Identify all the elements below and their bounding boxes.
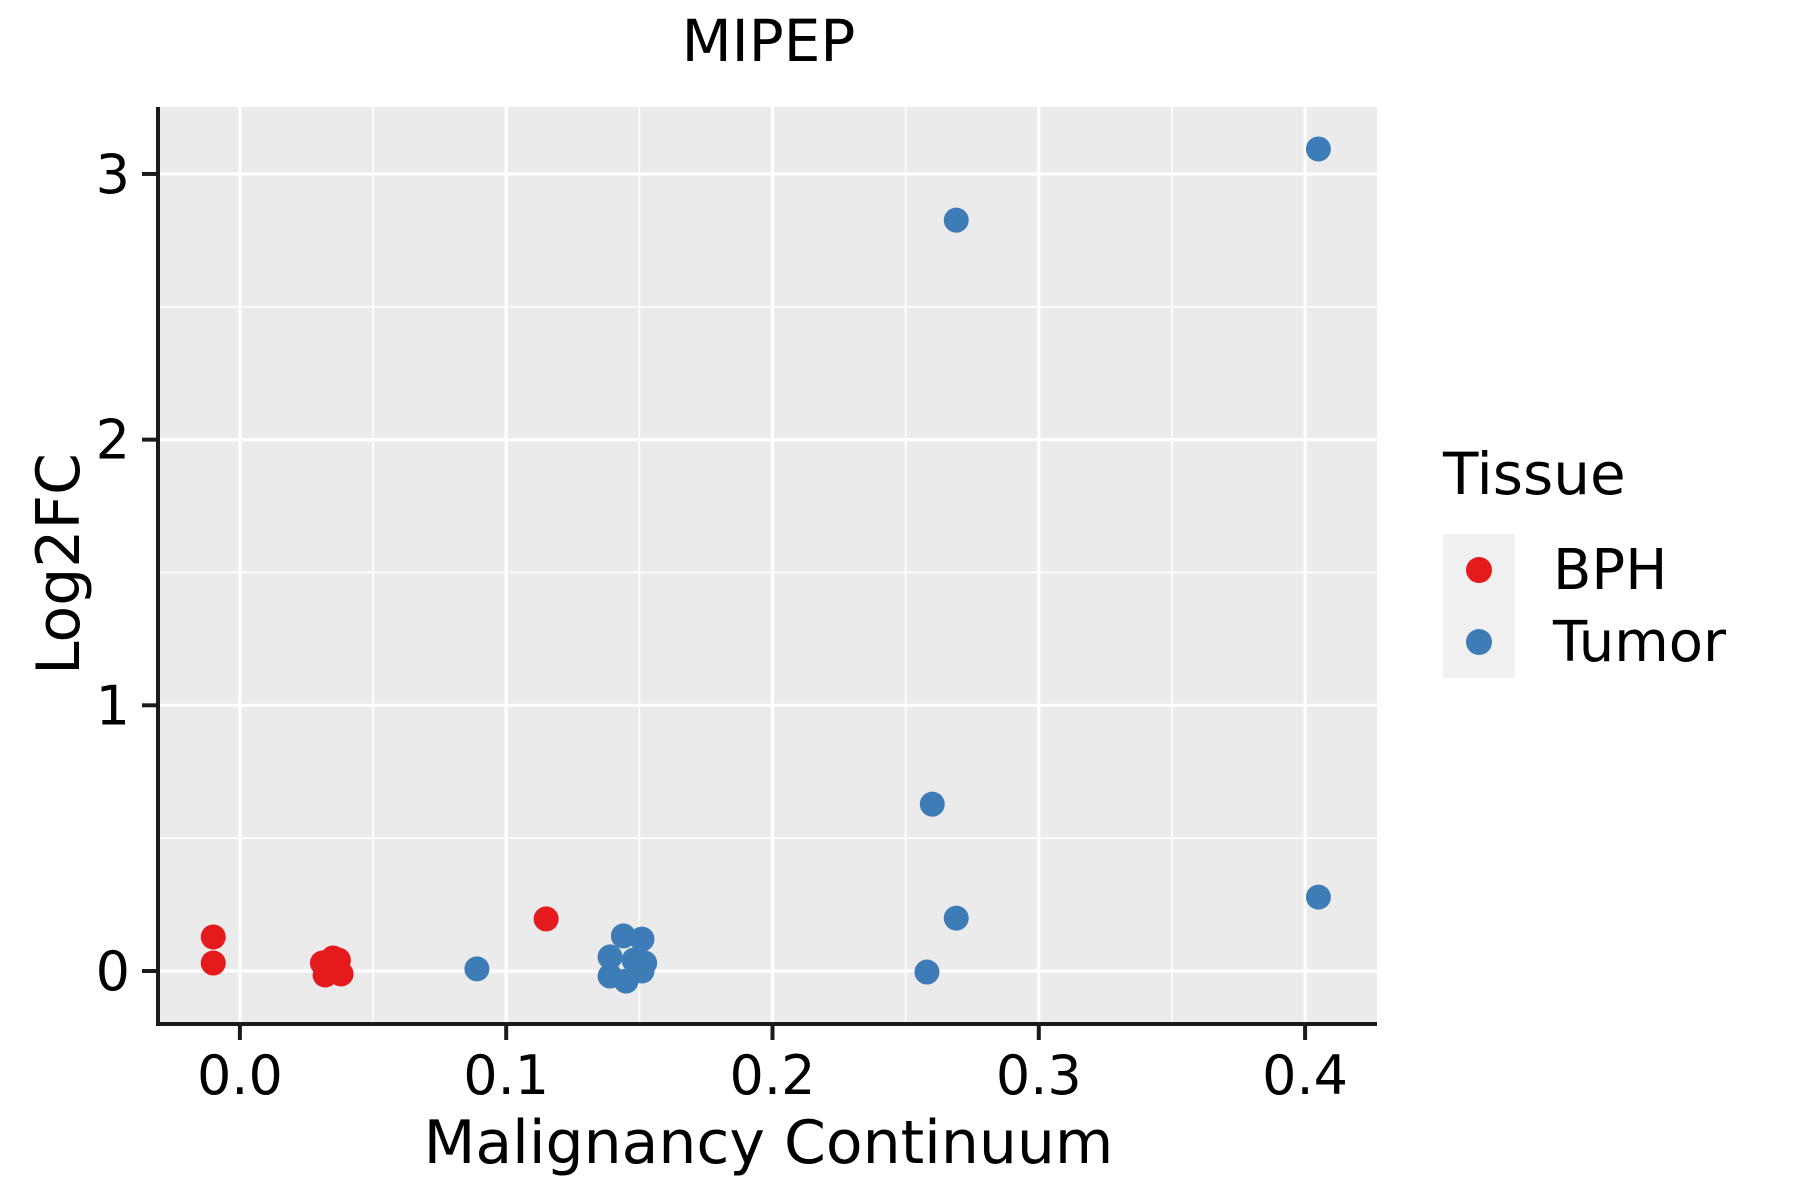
data-point-bph [533,906,559,932]
data-point-tumor [597,944,623,970]
y-tick-label: 0 [96,940,130,1003]
legend-entry-bph: BPH [1443,534,1783,606]
data-point-tumor [629,926,655,952]
y-tick-label: 3 [96,143,130,206]
x-tick-label: 0.0 [197,1044,283,1107]
legend-dot-icon [1466,629,1492,655]
legend-key [1443,606,1515,678]
x-tick-label: 0.1 [463,1044,549,1107]
data-point-tumor [1305,136,1331,162]
data-point-tumor [919,791,945,817]
data-point-tumor [610,923,636,949]
y-tick-label: 2 [96,409,130,472]
legend-label: BPH [1553,537,1668,603]
legend-entry-tumor: Tumor [1443,606,1783,678]
x-tick-label: 0.3 [996,1044,1082,1107]
legend-label: Tumor [1553,609,1727,675]
data-point-tumor [464,956,490,982]
legend-key [1443,534,1515,606]
legend-entries: BPH Tumor [1443,534,1783,678]
x-axis-label: Malignancy Continuum [423,1108,1114,1178]
x-tick-label: 0.4 [1262,1044,1348,1107]
chart-title: MIPEP [681,7,856,75]
data-point-bph [312,962,338,988]
data-point-tumor [943,905,969,931]
data-point-bph [200,924,226,950]
legend-dot-icon [1466,557,1492,583]
data-point-tumor [629,958,655,984]
x-tick-label: 0.2 [730,1044,816,1107]
panel-background [160,107,1377,1022]
data-point-tumor [914,959,940,985]
data-point-bph [200,950,226,976]
data-point-tumor [1305,884,1331,910]
y-tick-label: 1 [96,674,130,737]
legend: Tissue BPH Tumor [1443,440,1783,678]
data-point-tumor [943,207,969,233]
legend-title: Tissue [1443,440,1626,508]
